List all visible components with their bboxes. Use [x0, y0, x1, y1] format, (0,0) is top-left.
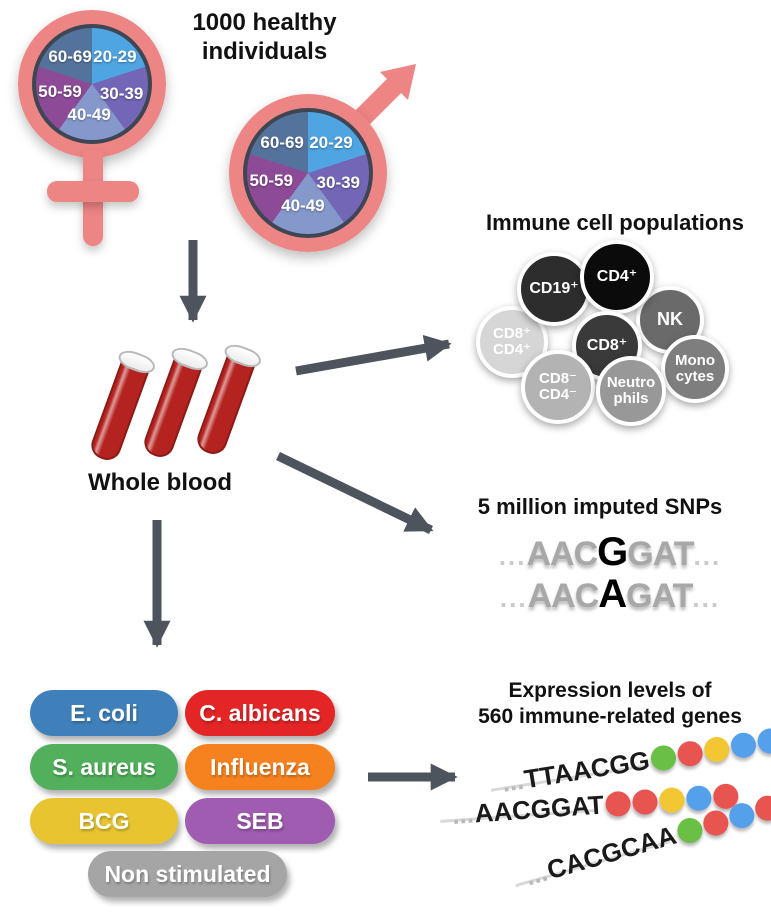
snp-ellipsis: ... [692, 583, 721, 613]
snp-bases: AAC [526, 535, 598, 573]
expression-dot [604, 790, 632, 818]
cell-circle-monocytes: Mono cytes [661, 335, 729, 403]
arrow-blood-to-snps [276, 451, 434, 535]
snp-sequence-row: ...AACGGAT... [445, 530, 771, 575]
stimulus-pill-influenza: Influenza [185, 744, 335, 790]
cell-circle-cd4pos: CD4⁺ [580, 240, 654, 314]
sequence-ellipsis: ... [450, 798, 475, 830]
snp-bases: GAT [626, 577, 693, 615]
cell-circle-neutrophils: Neutro phils [596, 356, 666, 426]
female-symbol-crossbar [47, 181, 139, 202]
stimulus-pill-s-aureus: S. aureus [30, 744, 178, 790]
snp-bases: GAT [627, 535, 694, 573]
stimulus-pill-e-coli: E. coli [30, 690, 178, 736]
pie-label-20-29: 20-29 [93, 47, 137, 67]
snp-variant-allele: A [598, 572, 627, 616]
pie-label-20-29: 20-29 [309, 132, 353, 152]
snp-variant-allele: G [597, 530, 628, 574]
male-symbol: 20-29 30-39 40-49 50-59 60-69 [229, 94, 387, 252]
stimulus-pill-bcg: BCG [30, 798, 178, 844]
immune-cells-title: Immune cell populations [486, 210, 744, 235]
snp-ellipsis: ... [693, 541, 722, 571]
male-age-pie-chart: 20-29 30-39 40-49 50-59 60-69 [243, 108, 373, 238]
expression-title: Expression levels of 560 immune-related … [478, 679, 742, 728]
snp-sequence-row: ...AACAGAT... [445, 572, 771, 617]
expression-dot [658, 786, 686, 814]
pie-label-30-39: 30-39 [99, 84, 144, 103]
whole-blood-label: Whole blood [88, 469, 232, 496]
snp-ellipsis: ... [498, 541, 527, 571]
arrow-blood-to-immune-cells [295, 334, 452, 376]
stimulus-pill-non-stimulated: Non stimulated [88, 851, 287, 897]
expression-dot [702, 735, 732, 764]
snps-title: 5 million imputed SNPs [477, 494, 723, 519]
snp-ellipsis: ... [499, 583, 528, 613]
expression-dot [649, 743, 679, 773]
expression-dot [685, 784, 713, 812]
pie-label-30-39: 30-39 [316, 173, 361, 192]
expression-dot [676, 739, 705, 768]
expression-dot [674, 815, 705, 847]
expression-dot [631, 788, 659, 816]
snp-bases: AAC [527, 577, 600, 615]
female-symbol: 20-29 30-39 40-49 50-59 60-69 [18, 10, 166, 158]
cell-circle-cd8neg-cd4neg: CD8⁻ CD4⁻ [521, 350, 595, 424]
cell-circle-cd8pos-cd4pos: CD8⁺ CD4⁺ [476, 306, 548, 378]
expression-dot [751, 792, 771, 824]
expression-dot [699, 807, 731, 839]
female-age-pie-chart: 20-29 30-39 40-49 50-59 60-69 [32, 24, 152, 144]
stimulus-pill-seb: SEB [185, 798, 335, 844]
expression-dot [725, 800, 757, 832]
expression-dot [729, 730, 759, 760]
male-symbol-arrow-head [380, 64, 416, 100]
pie-label-40-49: 40-49 [281, 196, 325, 216]
stimulus-pill-c-albicans: C. albicans [185, 690, 335, 736]
pie-label-60-69: 60-69 [260, 132, 304, 152]
pie-label-50-59: 50-59 [38, 81, 82, 101]
pie-label-40-49: 40-49 [67, 105, 111, 125]
pie-label-50-59: 50-59 [249, 170, 293, 190]
cell-circle-cd19pos: CD19⁺ [517, 252, 591, 326]
expression-dot [756, 726, 771, 756]
pie-label-60-69: 60-69 [48, 47, 92, 67]
study-title: 1000 healthy individuals [192, 9, 337, 66]
